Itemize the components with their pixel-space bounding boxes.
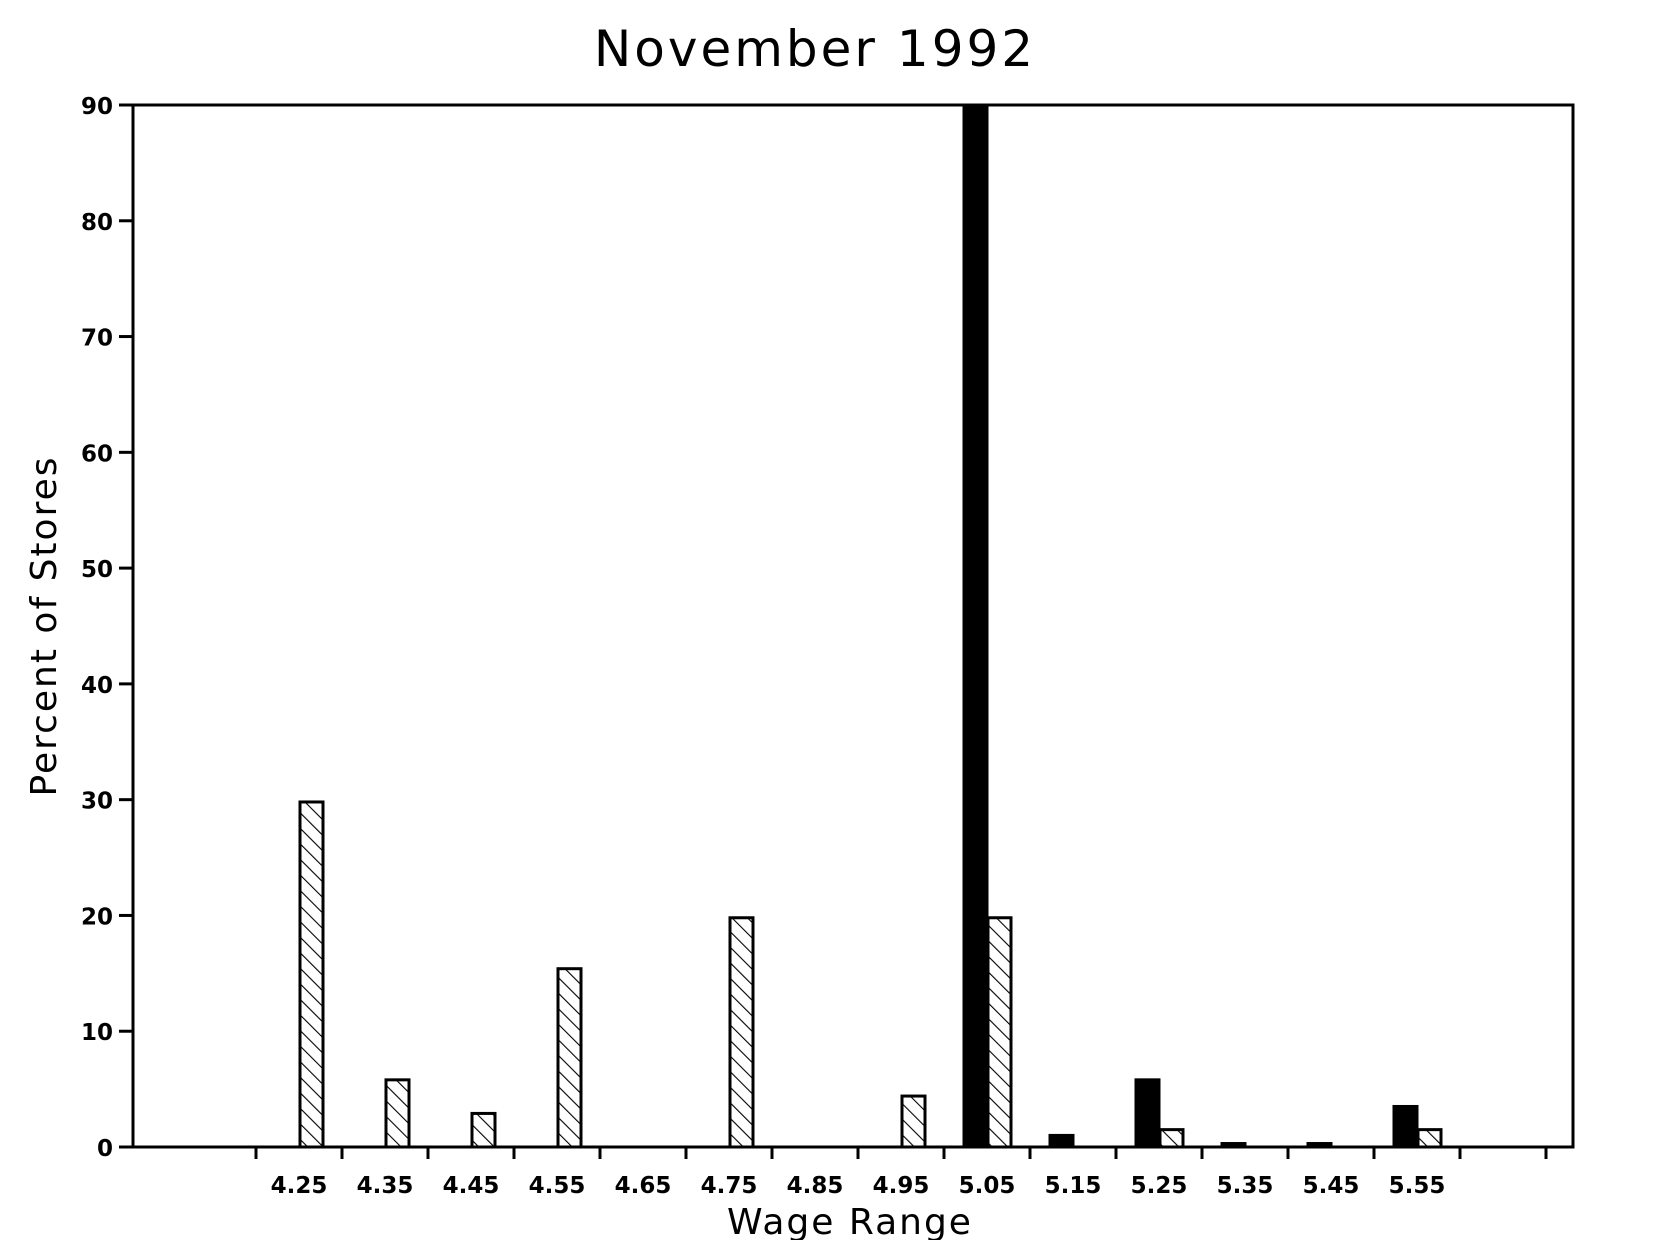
hatched-bar <box>298 800 325 1149</box>
y-tick-label: 10 <box>81 1020 113 1046</box>
y-tick-label: 20 <box>81 904 113 930</box>
y-axis-label: Percent of Stores <box>24 456 65 797</box>
hatched-bar <box>1158 1128 1185 1149</box>
hatched-bar <box>900 1094 927 1149</box>
x-tick-label: 4.75 <box>701 1173 758 1199</box>
y-tick-label: 50 <box>81 557 113 583</box>
y-tick-label: 70 <box>81 326 113 352</box>
solid-bar <box>1134 1078 1161 1149</box>
x-tick-label: 4.85 <box>787 1173 844 1199</box>
x-tick-label: 5.15 <box>1045 1173 1102 1199</box>
y-tick-label: 40 <box>81 673 113 699</box>
x-tick-label: 4.25 <box>271 1173 328 1199</box>
hatched-bar <box>470 1111 497 1149</box>
solid-bar <box>1048 1133 1075 1149</box>
x-tick-label: 5.05 <box>959 1173 1016 1199</box>
hatched-bar <box>728 916 755 1149</box>
x-tick-label: 4.35 <box>357 1173 414 1199</box>
x-axis: 4.25 4.35 4.45 4.55 4.65 4.75 4.85 4.95 5.05 5.15… <box>133 1145 1573 1199</box>
y-tick-label: 30 <box>81 789 113 815</box>
x-tick-label: 5.55 <box>1389 1173 1446 1199</box>
x-tick-label: 5.45 <box>1303 1173 1360 1199</box>
hatched-bar <box>384 1078 411 1149</box>
plot-frame <box>131 103 1575 1149</box>
x-tick-label: 5.25 <box>1131 1173 1188 1199</box>
solid-bar <box>962 103 989 1149</box>
hatched-bar <box>986 916 1013 1149</box>
y-tick-label: 90 <box>81 94 113 120</box>
solid-bar <box>1220 1142 1247 1149</box>
x-axis-label: Wage Range <box>727 1202 973 1240</box>
y-tick-label: 0 <box>97 1136 113 1162</box>
y-tick-label: 80 <box>81 210 113 236</box>
x-tick-label: 4.95 <box>873 1173 930 1199</box>
hatched-bar <box>556 967 583 1149</box>
y-tick-label: 60 <box>81 441 113 467</box>
chart-title: November 1992 <box>594 20 1036 78</box>
y-axis: 0 10 20 30 40 50 60 70 80 90 <box>81 94 133 1162</box>
x-tick-label: 4.55 <box>529 1173 586 1199</box>
solid-bar <box>1306 1142 1333 1149</box>
x-tick-label: 5.35 <box>1217 1173 1274 1199</box>
x-tick-label: 4.45 <box>443 1173 500 1199</box>
hatched-bar <box>1416 1128 1443 1149</box>
solid-bar <box>1392 1104 1419 1149</box>
bar-group <box>298 103 1443 1149</box>
x-tick-label: 4.65 <box>615 1173 672 1199</box>
